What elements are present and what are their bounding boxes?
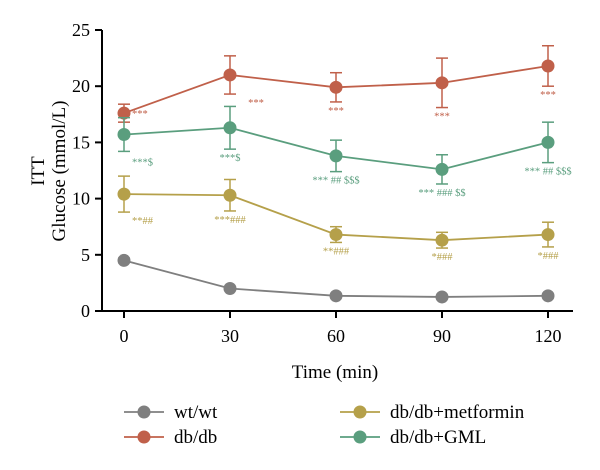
significance-annotation: *** ### $$ xyxy=(418,188,465,199)
series-2 xyxy=(117,175,555,249)
legend-item-1: db/db xyxy=(124,427,217,448)
x-tick-label-4: 120 xyxy=(535,326,562,346)
y-tick-label-3: 15 xyxy=(72,132,90,152)
legend-marker xyxy=(137,430,151,444)
legend-label: wt/wt xyxy=(174,402,218,423)
data-point xyxy=(435,233,449,247)
data-point xyxy=(435,162,449,176)
legend-label: db/db+metformin xyxy=(390,402,525,423)
significance-annotation: *### xyxy=(538,251,560,262)
legend-item-2: db/db+metformin xyxy=(340,402,525,423)
legend-marker xyxy=(137,405,151,419)
data-point xyxy=(541,59,555,73)
significance-annotation: *** xyxy=(132,109,148,120)
legend-item-0: wt/wt xyxy=(124,402,218,423)
y-axis-title-line-1: ITT xyxy=(28,156,49,186)
x-tick-label-3: 90 xyxy=(433,326,451,346)
significance-annotation: *** xyxy=(328,106,344,117)
data-point xyxy=(117,253,131,267)
data-point xyxy=(329,80,343,94)
y-tick-label-2: 10 xyxy=(72,189,90,209)
significance-annotation: *** xyxy=(248,98,264,109)
significance-annotation: **## xyxy=(132,216,154,227)
data-point xyxy=(541,289,555,303)
legend-marker xyxy=(353,405,367,419)
significance-annotation: ***$ xyxy=(132,158,153,169)
data-point xyxy=(329,149,343,163)
legend: wt/wt db/db db/db+metformin db/db+GML xyxy=(124,402,525,448)
significance-annotation: *** xyxy=(540,90,556,101)
data-point xyxy=(117,106,131,120)
data-point xyxy=(541,228,555,242)
legend-label: db/db xyxy=(174,427,217,448)
legend-marker xyxy=(353,430,367,444)
annotation-layer: *** *** *** *** *** **## ***### **### *### *### **… xyxy=(132,90,572,263)
significance-annotation: *** ## $$$ xyxy=(312,176,359,187)
significance-annotation: **### xyxy=(323,246,350,257)
series-layer xyxy=(117,44,555,304)
y-axis-title-line-2: Glucose (mmol/L) xyxy=(49,101,70,242)
series-3 xyxy=(117,105,555,185)
data-point xyxy=(329,228,343,242)
y-tick-label-1: 5 xyxy=(81,245,90,265)
y-tick-label-4: 20 xyxy=(72,76,90,96)
x-axis-title: Time (min) xyxy=(292,362,378,383)
x-tick-label-2: 60 xyxy=(327,326,345,346)
data-point xyxy=(223,188,237,202)
data-point xyxy=(223,121,237,135)
data-point xyxy=(541,135,555,149)
significance-annotation: ***### xyxy=(214,215,246,226)
x-tick-label-1: 30 xyxy=(221,326,239,346)
significance-annotation: ***$ xyxy=(220,153,241,164)
x-tick-label-0: 0 xyxy=(120,326,129,346)
axes xyxy=(101,30,573,312)
data-point xyxy=(117,187,131,201)
data-point xyxy=(329,289,343,303)
legend-label: db/db+GML xyxy=(390,427,486,448)
legend-item-3: db/db+GML xyxy=(340,427,486,448)
y-tick-label-5: 25 xyxy=(72,20,90,40)
data-point xyxy=(223,282,237,296)
data-point xyxy=(223,68,237,82)
data-point xyxy=(435,290,449,304)
significance-annotation: *** ## $$$ xyxy=(524,167,571,178)
y-tick-label-0: 0 xyxy=(81,301,90,321)
significance-annotation: *** xyxy=(434,112,450,123)
series-0 xyxy=(117,253,555,304)
data-point xyxy=(117,128,131,142)
data-point xyxy=(435,76,449,90)
significance-annotation: *### xyxy=(432,252,454,263)
ticks: 0 5 10 15 20 25 0 30 60 90 120 xyxy=(72,20,562,346)
